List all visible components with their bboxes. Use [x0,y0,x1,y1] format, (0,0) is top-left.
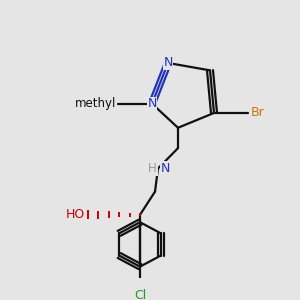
Text: Cl: Cl [134,289,146,300]
Text: HO: HO [66,208,85,221]
Text: methyl: methyl [75,97,116,110]
Text: H: H [148,162,157,175]
Text: N: N [163,56,173,70]
Text: N: N [161,162,170,175]
Text: Br: Br [251,106,265,119]
Text: N: N [147,97,157,110]
